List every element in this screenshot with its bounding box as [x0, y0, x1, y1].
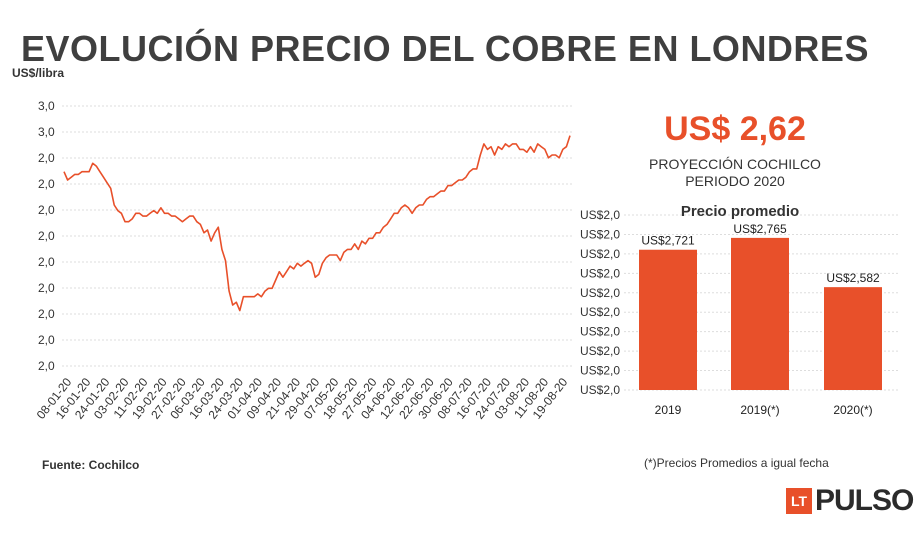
bar-y-tick-label: US$2,0 — [580, 208, 620, 222]
projection-value: US$ 2,62 — [664, 110, 806, 148]
price-series-line — [63, 135, 571, 312]
y-tick-label: 3,0 — [38, 99, 55, 113]
projection-subtitle-line2: PERIODO 2020 — [685, 173, 785, 189]
bar — [639, 249, 697, 390]
projection-subtitle: PROYECCIÓN COCHILCO PERIODO 2020 — [620, 156, 850, 190]
bar-y-tick-label: US$2,0 — [580, 227, 620, 241]
bar-y-tick-label: US$2,0 — [580, 247, 620, 261]
bar-y-tick-label: US$2,0 — [580, 383, 620, 397]
y-tick-label: 2,0 — [38, 281, 55, 295]
bar-chart-title: Precio promedio — [680, 203, 800, 220]
chart-title: EVOLUCIÓN PRECIO DEL COBRE EN LONDRES — [21, 28, 869, 69]
bar — [731, 237, 789, 390]
bar-y-tick-label: US$2,0 — [580, 344, 620, 358]
pulso-logo: LT PULSO — [786, 484, 914, 517]
bar-y-tick-label: US$2,0 — [580, 325, 620, 339]
bar-y-tick-label: US$2,0 — [580, 266, 620, 280]
bar-category-label: 2019(*) — [740, 403, 779, 417]
bar-data-label: US$2,765 — [733, 222, 787, 236]
bar-y-tick-label: US$2,0 — [580, 364, 620, 378]
y-tick-label: 2,0 — [38, 177, 55, 191]
y-tick-label: 2,0 — [38, 255, 55, 269]
y-axis-unit-label: US$/libra — [12, 66, 65, 80]
pulso-logo-text: PULSO — [815, 484, 914, 517]
y-tick-label: 2,0 — [38, 151, 55, 165]
bar-y-tick-label: US$2,0 — [580, 286, 620, 300]
bar-data-label: US$2,582 — [826, 271, 880, 285]
y-tick-label: 2,0 — [38, 229, 55, 243]
projection-subtitle-line1: PROYECCIÓN COCHILCO — [649, 156, 821, 172]
lt-logo-mark: LT — [786, 488, 812, 514]
y-tick-label: 3,0 — [38, 125, 55, 139]
bar-data-label: US$2,721 — [641, 234, 695, 248]
y-tick-label: 2,0 — [38, 203, 55, 217]
y-tick-label: 2,0 — [38, 307, 55, 321]
bar-category-label: 2020(*) — [833, 403, 872, 417]
source-note: Fuente: Cochilco — [42, 458, 140, 472]
y-tick-label: 2,0 — [38, 333, 55, 347]
bar-y-tick-label: US$2,0 — [580, 305, 620, 319]
y-tick-label: 2,0 — [38, 359, 55, 373]
footnote: (*)Precios Promedios a igual fecha — [644, 456, 829, 470]
bar — [824, 287, 882, 390]
bar-category-label: 2019 — [655, 403, 682, 417]
